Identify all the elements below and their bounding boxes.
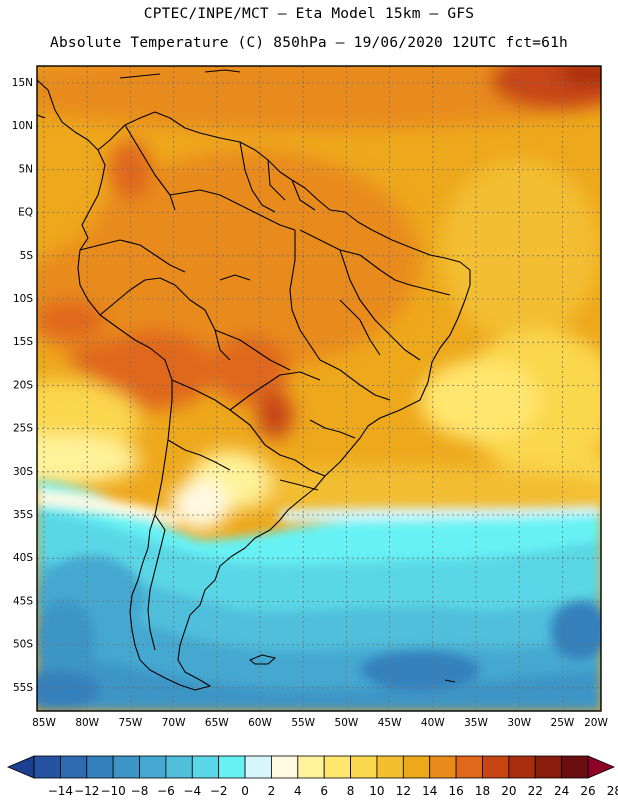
map-subtitle: Absolute Temperature (C) 850hPa – 19/06/…	[50, 35, 568, 51]
colorbar	[6, 755, 616, 779]
lon-label: 70W	[162, 717, 186, 729]
lon-label: 35W	[464, 717, 488, 729]
colorbar-label: 2	[268, 784, 276, 798]
colorbar-label: −4	[183, 784, 201, 798]
lat-label: 35S	[13, 509, 33, 521]
lon-label: 25W	[551, 717, 575, 729]
colorbar-swatch	[112, 755, 140, 779]
colorbar-arrow-high	[587, 755, 616, 779]
colorbar-label: 16	[448, 784, 463, 798]
longitude-labels: 85W 80W 75W 70W 65W 60W 55W 50W 45W 40W …	[32, 717, 608, 729]
lon-label: 75W	[119, 717, 143, 729]
colorbar-label: 28	[607, 784, 618, 798]
lat-label: 20S	[13, 379, 33, 391]
colorbar-label: 26	[580, 784, 595, 798]
colorbar-swatch	[376, 755, 404, 779]
lat-label: 30S	[13, 466, 33, 478]
colorbar-swatch	[482, 755, 510, 779]
colorbar-label: −10	[100, 784, 125, 798]
lat-label: 55S	[13, 682, 33, 694]
lat-label: EQ	[18, 207, 33, 219]
colorbar-swatch	[455, 755, 483, 779]
colorbar-label: −14	[48, 784, 73, 798]
lat-label: 10N	[12, 120, 33, 132]
lon-label: 55W	[291, 717, 315, 729]
lon-label: 60W	[248, 717, 272, 729]
colorbar-swatch	[218, 755, 246, 779]
colorbar-label: −8	[131, 784, 149, 798]
colorbar-swatch	[191, 755, 220, 779]
lon-label: 45W	[378, 717, 402, 729]
colorbar-swatch	[402, 755, 431, 779]
lat-label: 5S	[20, 250, 34, 262]
map-frame	[36, 65, 602, 712]
lon-label: 20W	[584, 717, 608, 729]
colorbar-swatch	[86, 755, 114, 779]
colorbar-label: 12	[396, 784, 411, 798]
colorbar-label: 6	[320, 784, 328, 798]
colorbar-label: 0	[241, 784, 249, 798]
colorbar-swatch	[350, 755, 378, 779]
colorbar-swatch	[508, 755, 536, 779]
colorbar-swatch	[244, 755, 272, 779]
colorbar-swatch	[561, 755, 589, 779]
latitude-labels: 15N 10N 5N EQ 5S 10S 15S 20S 25S 30S 35S…	[12, 77, 34, 694]
colorbar-swatch	[323, 755, 351, 779]
colorbar-swatch	[59, 755, 88, 779]
colorbar-label: 10	[369, 784, 384, 798]
colorbar-label: −2	[210, 784, 228, 798]
map-title: CPTEC/INPE/MCT – Eta Model 15km – GFS	[143, 6, 475, 22]
colorbar-label: 20	[501, 784, 516, 798]
lon-label: 30W	[507, 717, 531, 729]
colorbar-swatch	[139, 755, 167, 779]
colorbar-label: 24	[554, 784, 569, 798]
lon-label: 85W	[32, 717, 56, 729]
lat-label: 15S	[13, 336, 33, 348]
colorbar-swatch	[534, 755, 563, 779]
lon-label: 40W	[421, 717, 445, 729]
colorbar-swatch	[429, 755, 457, 779]
lon-label: 80W	[75, 717, 99, 729]
colorbar-label: 18	[475, 784, 490, 798]
colorbar-swatch	[165, 755, 193, 779]
lat-label: 40S	[13, 552, 33, 564]
colorbar-labels: −14 −12 −10 −8 −6 −4 −2 0 2 4 6 8 10 12 14 16 18 20 22 24 26…	[48, 784, 618, 798]
lon-label: 50W	[335, 717, 359, 729]
temperature-field	[37, 66, 601, 711]
colorbar-swatch	[297, 755, 325, 779]
colorbar-swatch	[271, 755, 299, 779]
colorbar-label: −6	[157, 784, 175, 798]
colorbar-label: 8	[347, 784, 355, 798]
colorbar-label: 22	[528, 784, 543, 798]
coastlines	[37, 69, 471, 691]
colorbar-label: 4	[294, 784, 302, 798]
lon-label: 65W	[205, 717, 229, 729]
colorbar-label: −12	[74, 784, 99, 798]
lat-label: 15N	[12, 77, 33, 89]
lat-label: 25S	[13, 423, 33, 435]
graticule	[37, 66, 601, 711]
lat-label: 50S	[13, 639, 33, 651]
colorbar-arrow-low	[6, 755, 35, 779]
lat-label: 5N	[18, 163, 33, 175]
lat-label: 45S	[13, 595, 33, 607]
lat-label: 10S	[13, 293, 33, 305]
colorbar-swatch	[33, 755, 61, 779]
colorbar-label: 14	[422, 784, 437, 798]
